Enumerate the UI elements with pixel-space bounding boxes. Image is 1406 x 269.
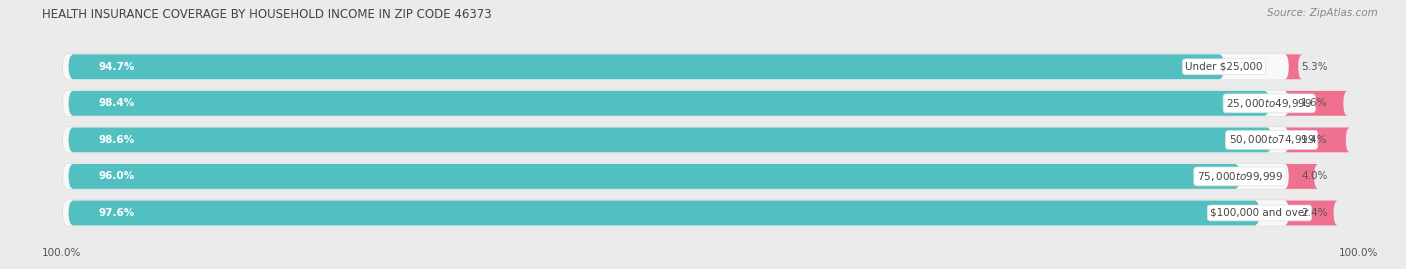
FancyBboxPatch shape <box>1285 201 1339 225</box>
Text: 94.7%: 94.7% <box>98 62 135 72</box>
Text: 2.4%: 2.4% <box>1301 208 1327 218</box>
Text: 98.6%: 98.6% <box>98 135 135 145</box>
Text: 100.0%: 100.0% <box>42 248 82 258</box>
Text: 5.3%: 5.3% <box>1301 62 1327 72</box>
Text: 4.0%: 4.0% <box>1301 171 1327 181</box>
FancyBboxPatch shape <box>69 128 1271 152</box>
Text: $75,000 to $99,999: $75,000 to $99,999 <box>1197 170 1284 183</box>
FancyBboxPatch shape <box>69 201 1260 225</box>
Text: 1.4%: 1.4% <box>1301 135 1327 145</box>
Text: 98.4%: 98.4% <box>98 98 135 108</box>
FancyBboxPatch shape <box>1285 128 1350 152</box>
Text: Under $25,000: Under $25,000 <box>1185 62 1263 72</box>
Text: $100,000 and over: $100,000 and over <box>1211 208 1309 218</box>
FancyBboxPatch shape <box>62 200 1295 226</box>
Text: Source: ZipAtlas.com: Source: ZipAtlas.com <box>1267 8 1378 18</box>
FancyBboxPatch shape <box>69 164 1240 189</box>
FancyBboxPatch shape <box>62 163 1295 190</box>
FancyBboxPatch shape <box>1285 54 1302 79</box>
FancyBboxPatch shape <box>1285 164 1319 189</box>
Text: 96.0%: 96.0% <box>98 171 135 181</box>
FancyBboxPatch shape <box>69 54 1225 79</box>
Text: 97.6%: 97.6% <box>98 208 135 218</box>
FancyBboxPatch shape <box>62 90 1295 116</box>
Text: HEALTH INSURANCE COVERAGE BY HOUSEHOLD INCOME IN ZIP CODE 46373: HEALTH INSURANCE COVERAGE BY HOUSEHOLD I… <box>42 8 492 21</box>
Text: 100.0%: 100.0% <box>1339 248 1378 258</box>
Text: 1.6%: 1.6% <box>1301 98 1327 108</box>
FancyBboxPatch shape <box>1285 91 1347 116</box>
FancyBboxPatch shape <box>62 127 1295 153</box>
FancyBboxPatch shape <box>69 91 1270 116</box>
FancyBboxPatch shape <box>62 54 1295 80</box>
Text: $25,000 to $49,999: $25,000 to $49,999 <box>1226 97 1312 110</box>
Text: $50,000 to $74,999: $50,000 to $74,999 <box>1229 133 1315 146</box>
